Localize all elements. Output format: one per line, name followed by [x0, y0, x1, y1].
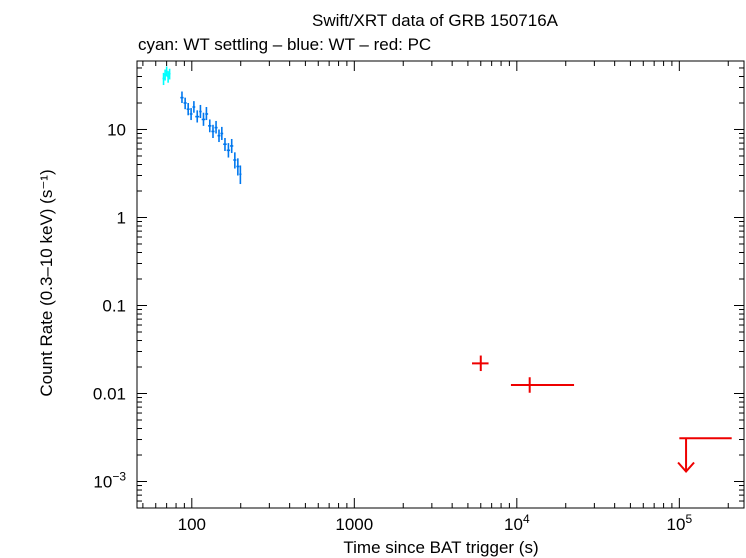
chart-subtitle: cyan: WT settling – blue: WT – red: PC — [138, 35, 431, 54]
data-point — [211, 124, 215, 139]
data-point — [220, 126, 224, 140]
upper-limit — [677, 437, 732, 473]
data-point — [186, 102, 190, 116]
data-point — [164, 69, 167, 81]
x-tick-label: 105 — [667, 512, 693, 534]
x-tick-label: 100 — [178, 515, 206, 534]
series-wt-settling — [162, 66, 171, 86]
down-arrow-icon — [677, 461, 695, 473]
data-point — [205, 107, 209, 121]
data-point — [472, 355, 489, 372]
data-point — [214, 120, 218, 134]
data-point — [226, 143, 231, 158]
x-axis-label: Time since BAT trigger (s) — [343, 538, 538, 557]
data-point — [165, 66, 168, 77]
y-tick-label: 10 — [107, 120, 126, 139]
series-wt — [180, 91, 242, 185]
data-point — [236, 158, 240, 176]
data-point — [230, 138, 234, 154]
data-point — [199, 104, 202, 119]
plot-frame — [136, 60, 745, 509]
y-tick-label: 10−3 — [93, 470, 126, 492]
data-point — [208, 119, 212, 133]
y-axis-label: Count Rate (0.3–10 keV) (s⁻¹) — [37, 169, 56, 396]
data-point — [201, 112, 206, 126]
y-tick-label: 0.01 — [93, 385, 126, 404]
x-tick-label: 104 — [504, 512, 530, 534]
chart-title: Swift/XRT data of GRB 150716A — [312, 11, 559, 30]
series-pc — [472, 355, 732, 473]
y-tick-label: 1 — [117, 208, 126, 227]
y-tick-label: 0.1 — [102, 296, 126, 315]
data-point — [223, 138, 227, 151]
data-point — [239, 165, 242, 185]
data-point — [162, 72, 165, 86]
data-point — [233, 152, 237, 169]
data-point — [167, 71, 170, 83]
data-point — [189, 108, 193, 121]
data-point — [510, 377, 575, 393]
data-point — [217, 129, 221, 143]
data-point — [192, 101, 196, 113]
data-point — [168, 68, 171, 80]
data-point — [183, 97, 187, 110]
x-tick-label: 1000 — [335, 515, 373, 534]
data-point — [195, 110, 200, 123]
data-point — [180, 91, 184, 103]
